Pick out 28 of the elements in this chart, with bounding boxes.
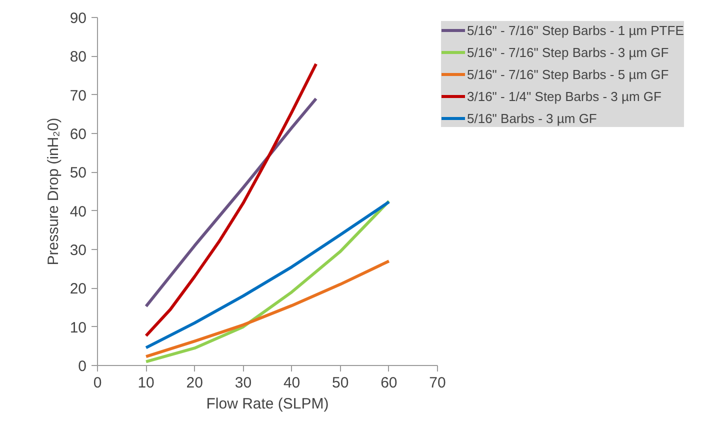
y-tick-label: 10 (70, 319, 87, 336)
y-tick-label: 70 (70, 87, 87, 104)
y-tick-label: 0 (78, 358, 86, 375)
y-tick-label: 60 (70, 126, 87, 143)
legend-label: 5/16" - 7/16" Step Barbs - 1 µm PTFE (467, 22, 684, 39)
line-series (144, 260, 390, 358)
y-tick-label: 20 (70, 280, 87, 298)
x-tick-label: 60 (380, 374, 398, 392)
y-tick-label: 30 (70, 242, 87, 259)
y-tick-label: 90 (70, 10, 87, 27)
line-series (144, 97, 318, 308)
y-tick-label: 50 (70, 164, 87, 182)
legend-label: 5/16" - 7/16" Step Barbs - 5 µm GF (467, 66, 669, 83)
legend-label: 3/16" - 1/4" Step Barbs - 3 µm GF (467, 88, 662, 105)
y-tick-label: 80 (70, 48, 87, 66)
legend-label: 5/16" Barbs - 3 µm GF (467, 110, 597, 127)
line-series (144, 62, 318, 338)
legend-label: 5/16" - 7/16" Step Barbs - 3 µm GF (467, 44, 669, 61)
x-tick-label: 40 (283, 374, 300, 392)
x-tick-label: 0 (93, 374, 102, 392)
x-tick-label: 30 (234, 374, 252, 392)
x-tick-label: 10 (138, 374, 154, 392)
x-axis-title: Flow Rate (SLPM) (206, 396, 329, 412)
x-tick-label: 20 (186, 374, 203, 392)
x-tick-label: 50 (332, 374, 349, 392)
x-tick-label: 70 (429, 374, 446, 392)
y-axis-title: Pressure Drop (inH₂0) (44, 118, 62, 266)
y-tick-label: 40 (70, 203, 87, 220)
